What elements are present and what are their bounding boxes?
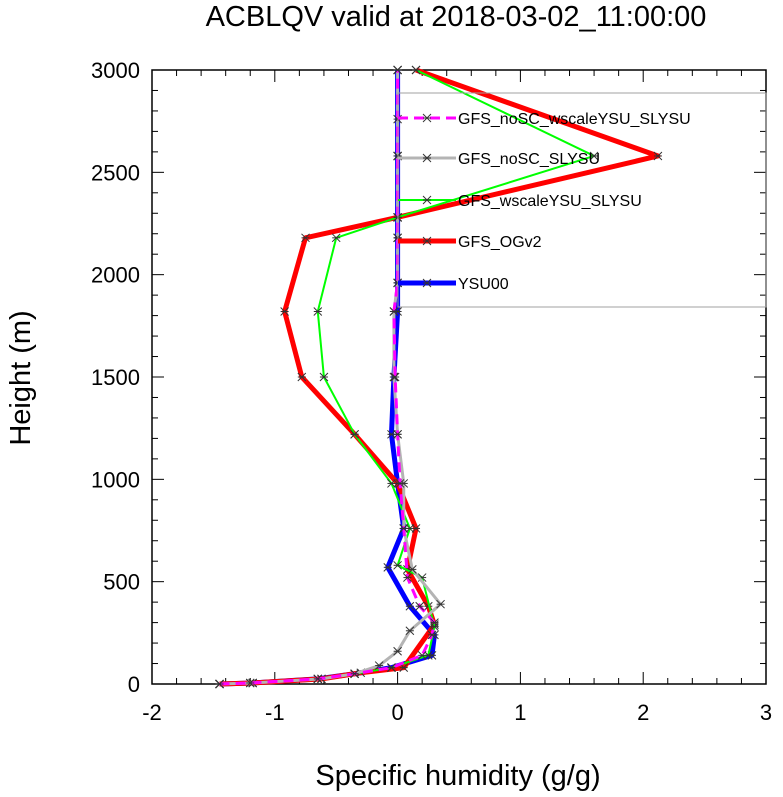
data-point-marker <box>430 622 439 632</box>
x-tick-label: 0 <box>391 700 403 725</box>
data-point-marker <box>422 153 432 163</box>
y-axis-label: Height (m) <box>5 310 37 445</box>
data-point-marker <box>395 479 405 488</box>
data-point-marker <box>313 307 323 316</box>
y-tick-label: 3000 <box>91 58 140 83</box>
legend-label: GFS_noSC_wscaleYSU_SLYSU <box>458 111 691 128</box>
data-point-marker <box>422 113 432 123</box>
data-point-marker <box>319 372 329 382</box>
data-point-marker <box>301 233 310 243</box>
legend-entry: GFS_noSC_SLYSU <box>398 151 600 168</box>
data-point-marker <box>415 601 425 611</box>
data-point-marker <box>393 429 402 439</box>
y-tick-label: 2500 <box>91 160 140 185</box>
data-point-marker <box>387 479 396 488</box>
data-point-marker <box>387 663 396 672</box>
data-point-marker <box>350 429 359 439</box>
legend-entry: GFS_noSC_wscaleYSU_SLYSU <box>398 111 691 128</box>
data-point-marker <box>399 524 409 533</box>
y-tick-label: 0 <box>128 672 140 697</box>
data-point-marker <box>405 601 415 611</box>
data-point-marker <box>427 630 437 640</box>
x-tick-label: 1 <box>514 700 526 725</box>
legend: GFS_noSC_wscaleYSU_SLYSU GFS_noSC_SLYSU GF… <box>398 111 691 293</box>
x-axis-label: Specific humidity (g/g) <box>315 760 600 792</box>
data-point-marker <box>215 679 224 689</box>
data-point-marker <box>407 565 417 574</box>
x-tick-label: 2 <box>637 700 649 725</box>
data-point-marker <box>589 151 599 161</box>
data-point-marker <box>405 626 415 636</box>
data-point-marker <box>422 195 432 205</box>
legend-label: GFS_OGv2 <box>458 234 542 251</box>
data-point-marker <box>393 560 402 570</box>
data-point-marker <box>403 573 412 582</box>
data-point-marker <box>417 650 427 660</box>
data-point-marker <box>390 372 400 382</box>
data-point-marker <box>280 307 289 316</box>
data-point-marker <box>422 278 432 288</box>
series-line <box>219 70 443 686</box>
y-tick-label: 500 <box>103 570 140 595</box>
data-point-marker <box>653 151 663 161</box>
legend-label: YSU00 <box>458 276 509 293</box>
legend-label: GFS_wscaleYSU_SLYSU <box>458 193 642 210</box>
legend-label: GFS_noSC_SLYSU <box>458 151 600 168</box>
data-point-marker <box>393 646 402 656</box>
data-point-marker <box>297 372 307 382</box>
data-point-marker <box>422 236 432 246</box>
y-tick-label: 1000 <box>91 467 140 492</box>
data-point-marker <box>383 562 393 572</box>
data-point-marker <box>350 669 359 679</box>
data-point-marker <box>436 599 445 609</box>
axis-tick-labels: -2 -1 0 1 2 3 0 500 1000 1500 2000 2500 3000 <box>91 58 772 725</box>
data-point-marker <box>389 307 399 316</box>
data-point-marker <box>245 678 255 688</box>
x-tick-label: -1 <box>265 700 285 725</box>
data-point-marker <box>430 618 439 627</box>
y-tick-label: 2000 <box>91 263 140 288</box>
x-tick-label: 3 <box>760 700 772 725</box>
x-tick-label: -2 <box>142 700 162 725</box>
y-tick-label: 1500 <box>91 365 140 390</box>
chart-title: ACBLQV valid at 2018-03-02_11:00:00 <box>206 1 707 33</box>
legend-entry: GFS_wscaleYSU_SLYSU <box>398 193 642 210</box>
data-point-marker <box>331 233 341 243</box>
data-point-marker <box>393 65 402 75</box>
legend-entry: YSU00 <box>398 276 509 293</box>
data-point-marker <box>411 65 421 75</box>
legend-entry: GFS_OGv2 <box>398 234 542 251</box>
data-point-marker <box>313 674 323 684</box>
